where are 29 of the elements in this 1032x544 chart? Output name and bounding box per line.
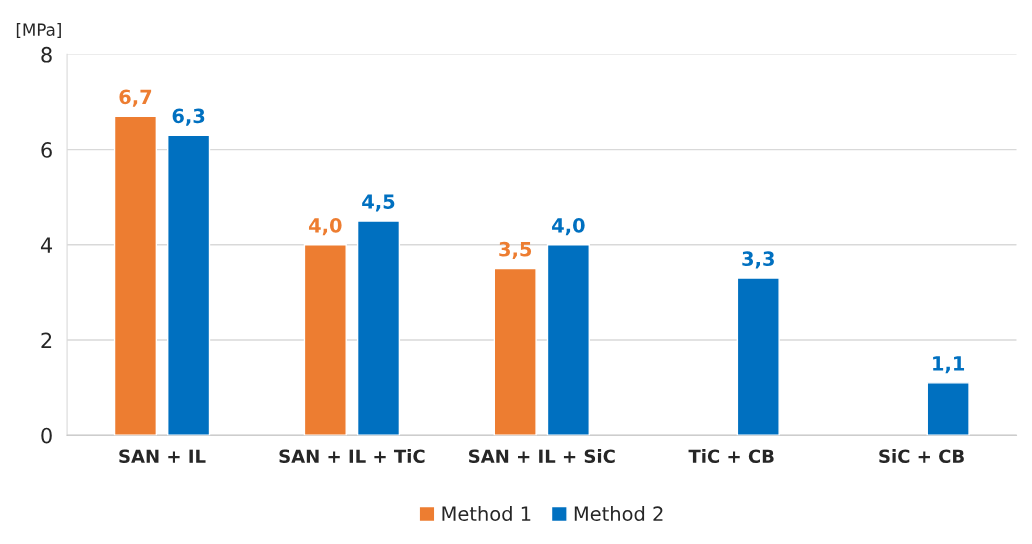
y-tick-label: 8 [41, 46, 52, 63]
y-tick-label: 0 [41, 427, 52, 444]
x-tick-label: SAN + IL + SiC [469, 449, 615, 464]
bar [113, 115, 158, 436]
data-label: 3,5 [499, 241, 532, 259]
y-tick-label: 4 [40, 237, 53, 253]
x-tick-label: SAN + IL + TiC [279, 449, 425, 464]
bar [493, 267, 537, 436]
bar [546, 244, 590, 436]
bar [356, 220, 401, 436]
y-tick-label: 2 [41, 332, 52, 348]
x-tick-label: TiC + CB [688, 449, 774, 464]
bar [303, 244, 347, 436]
bar [926, 382, 970, 436]
data-label: 4,0 [308, 217, 342, 236]
data-label: 6,3 [172, 108, 205, 126]
bar [167, 134, 211, 436]
data-label: 1,1 [933, 356, 965, 374]
data-label: 6,7 [119, 89, 152, 107]
data-label: 4,0 [552, 217, 585, 236]
y-tick-label: 6 [41, 142, 52, 158]
y-axis-title: [MPa] [16, 23, 61, 38]
data-label: 3,3 [742, 251, 774, 269]
x-tick-label: SAN + IL [119, 449, 206, 464]
bar [736, 277, 780, 436]
data-label: 4,5 [362, 194, 395, 212]
legend-label: Method 1 [442, 506, 531, 522]
x-tick-label: SiC + CB [879, 449, 964, 464]
legend-label: Method 2 [574, 506, 663, 522]
